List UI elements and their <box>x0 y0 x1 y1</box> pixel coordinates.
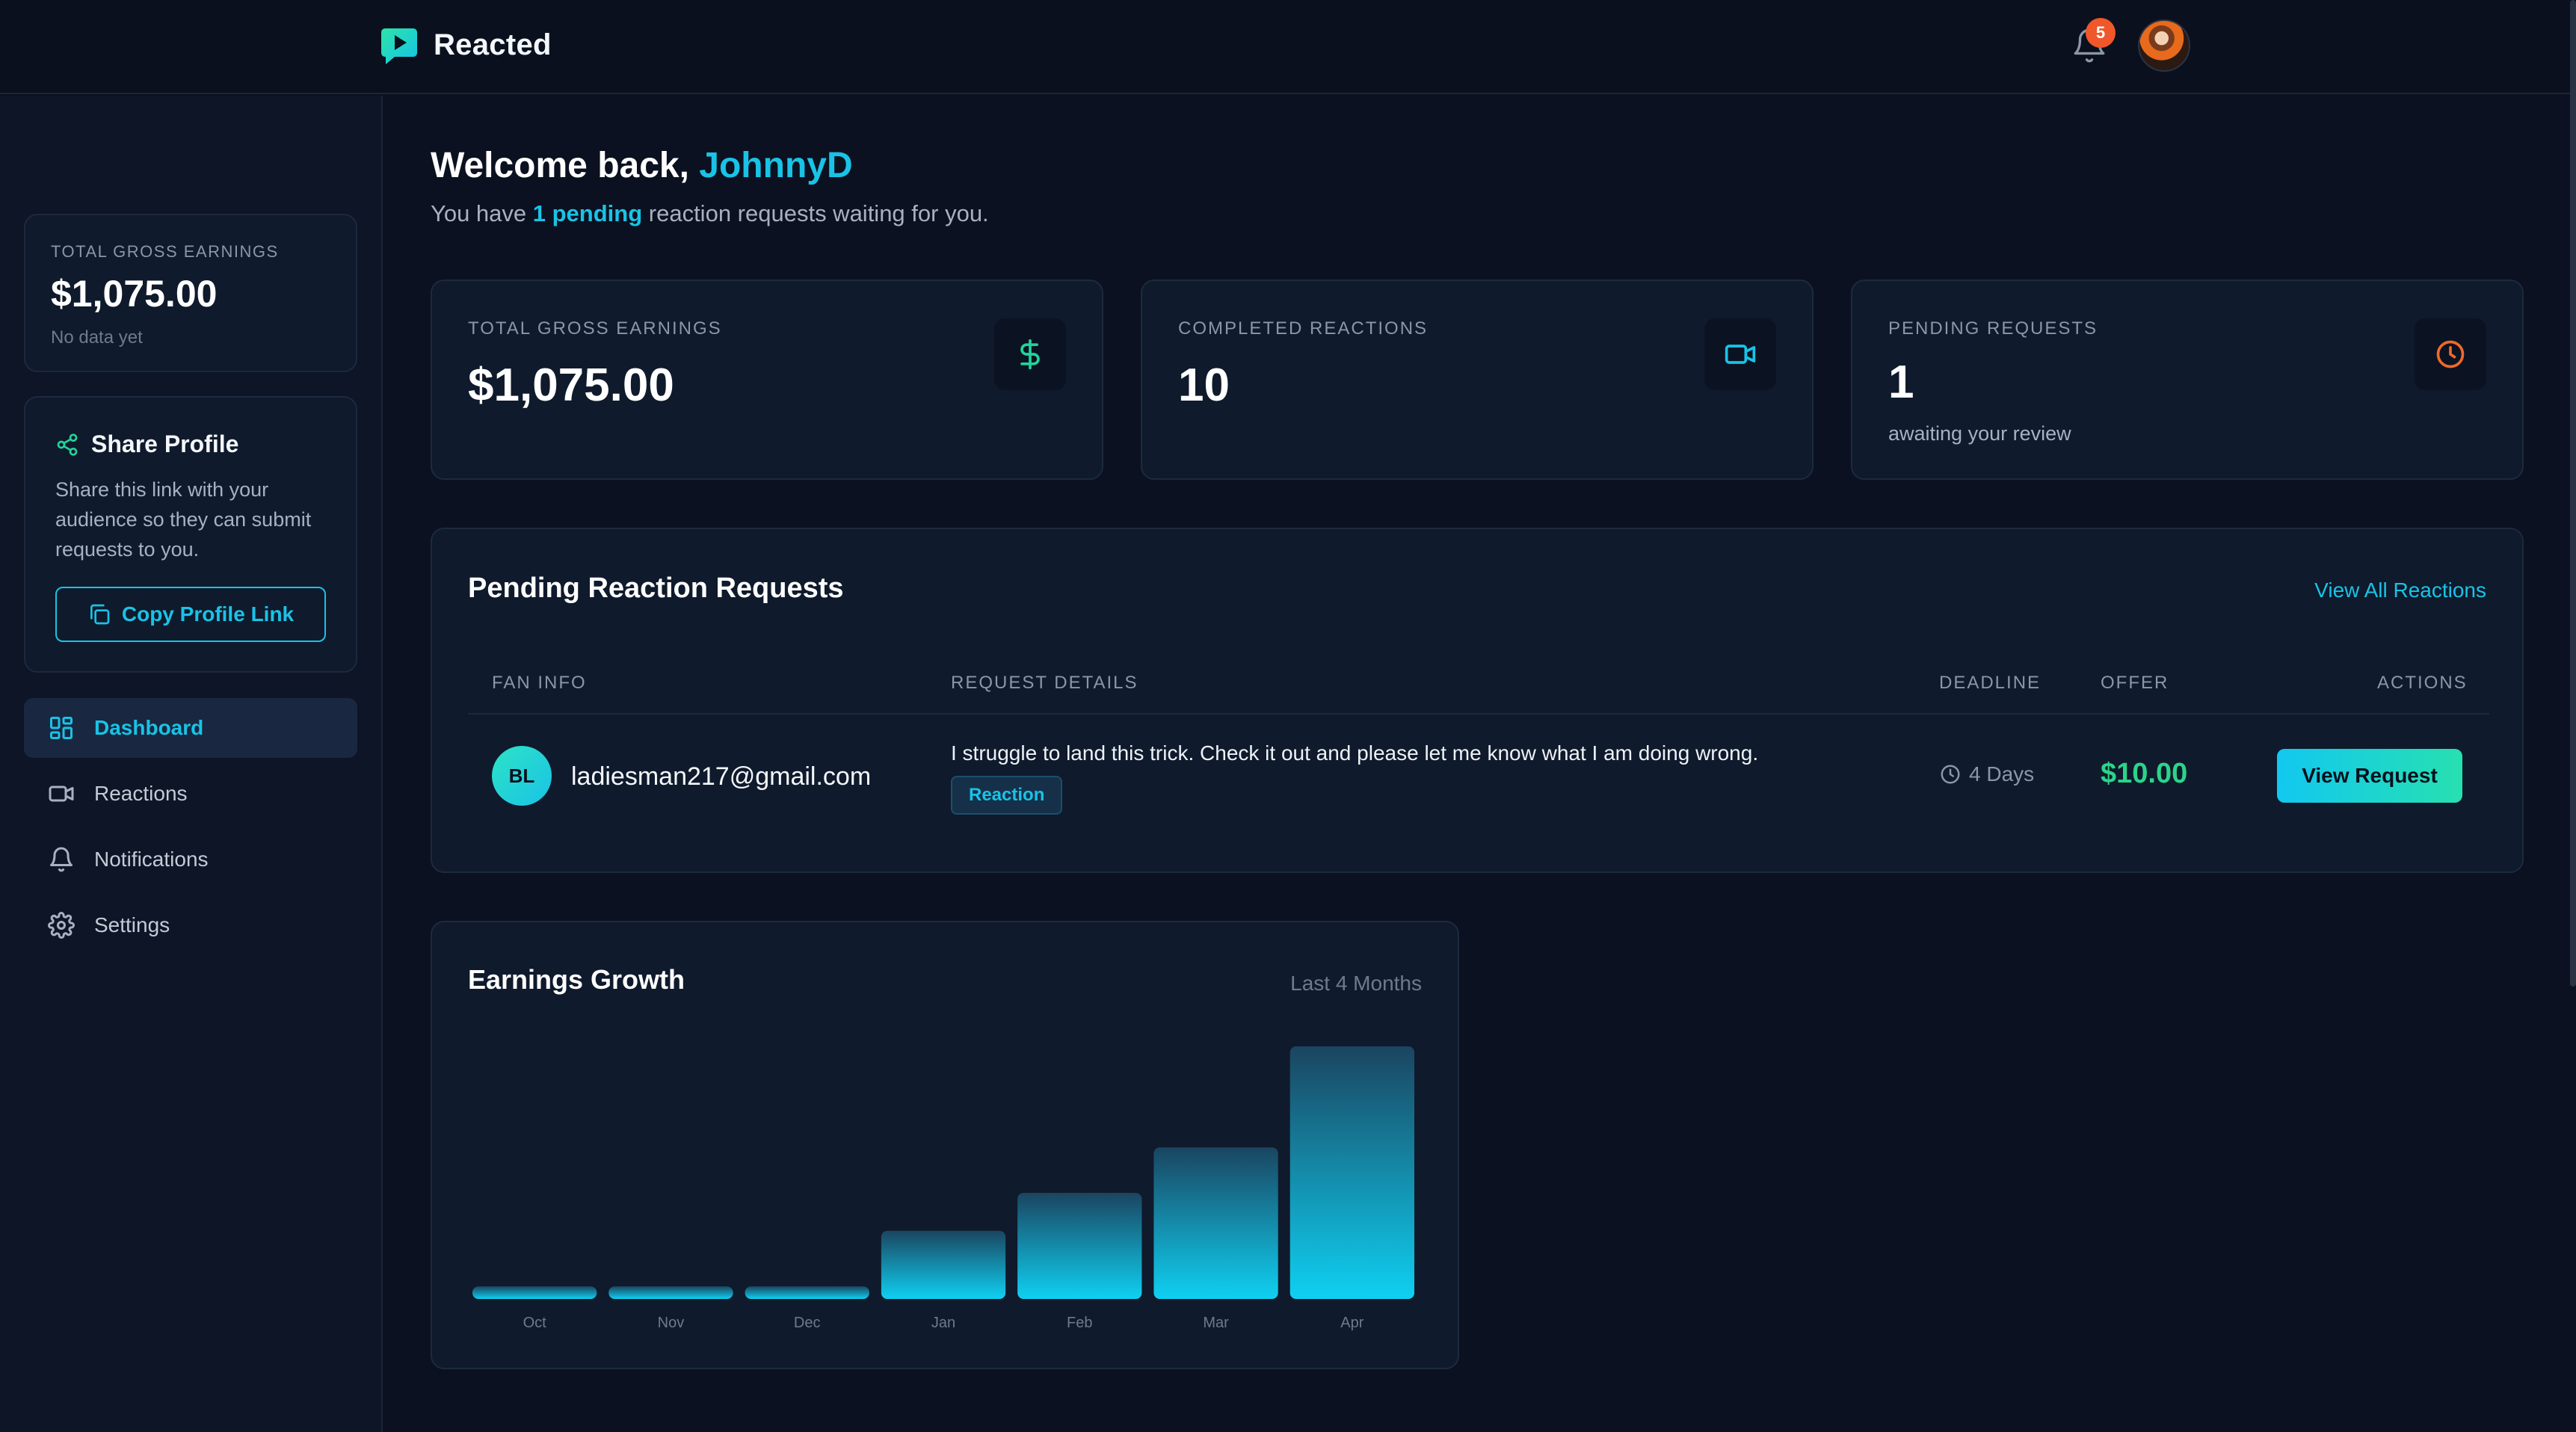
deadline-value: 4 Days <box>1969 762 2035 786</box>
sidebar-item-notifications[interactable]: Notifications <box>24 830 357 889</box>
sidebar-item-settings[interactable]: Settings <box>24 895 357 955</box>
pending-count-highlight: 1 pending <box>532 200 643 226</box>
clock-icon <box>2415 318 2486 390</box>
brand-name: Reacted <box>434 28 552 61</box>
chart-title: Earnings Growth <box>468 964 685 995</box>
stat-label: COMPLETED REACTIONS <box>1178 318 1429 339</box>
bar-dec <box>745 1286 869 1299</box>
bar-apr <box>1289 1046 1414 1299</box>
share-profile-title: Share Profile <box>91 430 239 457</box>
sidebar-item-dashboard[interactable]: Dashboard <box>24 698 357 758</box>
sidebar-earnings-label: TOTAL GROSS EARNINGS <box>51 242 279 261</box>
column-header-actions: ACTIONS <box>2377 673 2468 693</box>
subtitle-suffix: reaction requests waiting for you. <box>642 200 989 226</box>
view-all-reactions-link[interactable]: View All Reactions <box>2314 578 2486 602</box>
fan-email: ladiesman217@gmail.com <box>571 762 872 791</box>
sidebar-item-label: Dashboard <box>94 716 204 739</box>
copy-icon <box>90 604 110 625</box>
earnings-chart: Oct Nov Dec Jan Feb Mar Apr <box>472 1046 1414 1331</box>
username: JohnnyD <box>699 146 853 185</box>
sidebar: TOTAL GROSS EARNINGS $1,075.00 No data y… <box>0 96 383 1432</box>
stat-label: TOTAL GROSS EARNINGS <box>468 318 722 339</box>
request-type-badge: Reaction <box>951 776 1063 815</box>
page-title: Welcome back, JohnnyD <box>431 145 853 186</box>
table-divider <box>468 713 2489 715</box>
x-tick-label: Apr <box>1340 1315 1364 1331</box>
x-tick-label: Mar <box>1203 1315 1229 1331</box>
bar-jan <box>881 1230 1006 1299</box>
notification-badge: 5 <box>2086 18 2116 48</box>
x-tick-label: Oct <box>523 1315 547 1331</box>
bar-mar <box>1153 1147 1278 1299</box>
top-bar: Reacted 5 <box>0 0 2576 94</box>
pending-requests-title: Pending Reaction Requests <box>468 573 844 604</box>
sidebar-item-label: Notifications <box>94 848 209 871</box>
scrollbar[interactable] <box>2570 0 2576 987</box>
welcome-subtitle: You have 1 pending reaction requests wai… <box>431 200 989 227</box>
x-tick-label: Feb <box>1067 1315 1092 1331</box>
sidebar-earnings-value: $1,075.00 <box>51 273 218 315</box>
view-request-button[interactable]: View Request <box>2277 749 2462 803</box>
stat-sub: awaiting your review <box>1888 422 2071 445</box>
dashboard-icon <box>50 717 73 739</box>
copy-profile-link-button[interactable]: Copy Profile Link <box>55 587 326 642</box>
share-profile-card: Share Profile Share this link with your … <box>24 396 357 673</box>
subtitle-prefix: You have <box>431 200 533 226</box>
bell-icon <box>50 847 73 872</box>
x-tick-label: Jan <box>931 1315 955 1331</box>
video-icon <box>1704 318 1776 390</box>
offer-amount: $10.00 <box>2101 758 2188 789</box>
stat-value: 1 <box>1888 357 1914 408</box>
sidebar-item-reactions[interactable]: Reactions <box>24 764 357 824</box>
earnings-growth-card: Earnings Growth Last 4 Months Oct Nov Dec J… <box>431 921 1459 1369</box>
bar-nov <box>608 1286 733 1299</box>
sidebar-item-label: Settings <box>94 913 170 936</box>
bar-feb <box>1017 1193 1142 1299</box>
sidebar-nav: Dashboard Reactions Notifications Settin… <box>24 698 357 961</box>
sidebar-earnings-card: TOTAL GROSS EARNINGS $1,075.00 No data y… <box>24 214 357 372</box>
clock-icon <box>1941 765 1960 784</box>
stat-value: $1,075.00 <box>468 359 674 411</box>
stat-card-pending-requests: PENDING REQUESTS 1 awaiting your review <box>1851 280 2524 480</box>
user-avatar[interactable] <box>2138 19 2190 72</box>
sidebar-earnings-sub: No data yet <box>51 327 143 348</box>
fan-avatar: BL <box>492 746 552 806</box>
share-profile-description: Share this link with your audience so th… <box>55 478 312 561</box>
welcome-prefix: Welcome back, <box>431 146 700 185</box>
dollar-icon <box>994 318 1066 390</box>
logo-icon <box>381 28 417 64</box>
stat-card-completed-reactions: COMPLETED REACTIONS 10 <box>1141 280 1814 480</box>
x-tick-label: Dec <box>794 1315 821 1331</box>
sidebar-item-label: Reactions <box>94 782 188 805</box>
bar-oct <box>472 1286 597 1299</box>
request-details-text: I struggle to land this trick. Check it … <box>951 741 1759 765</box>
share-icon <box>57 433 78 456</box>
column-header-fan-info: FAN INFO <box>492 673 587 693</box>
stat-card-earnings: TOTAL GROSS EARNINGS $1,075.00 <box>431 280 1103 480</box>
gear-icon <box>48 912 75 939</box>
brand[interactable]: Reacted <box>378 24 552 66</box>
video-icon <box>49 786 74 802</box>
copy-profile-link-label: Copy Profile Link <box>121 602 295 626</box>
column-header-offer: OFFER <box>2101 673 2169 693</box>
column-header-deadline: DEADLINE <box>1939 673 2042 693</box>
stat-label: PENDING REQUESTS <box>1888 318 2098 339</box>
x-tick-label: Nov <box>658 1315 685 1331</box>
deadline: 4 Days <box>1939 762 2034 786</box>
stat-value: 10 <box>1178 359 1230 411</box>
chart-range-label: Last 4 Months <box>1290 972 1422 995</box>
pending-requests-card: Pending Reaction Requests View All React… <box>431 528 2524 873</box>
column-header-request-details: REQUEST DETAILS <box>951 673 1138 693</box>
